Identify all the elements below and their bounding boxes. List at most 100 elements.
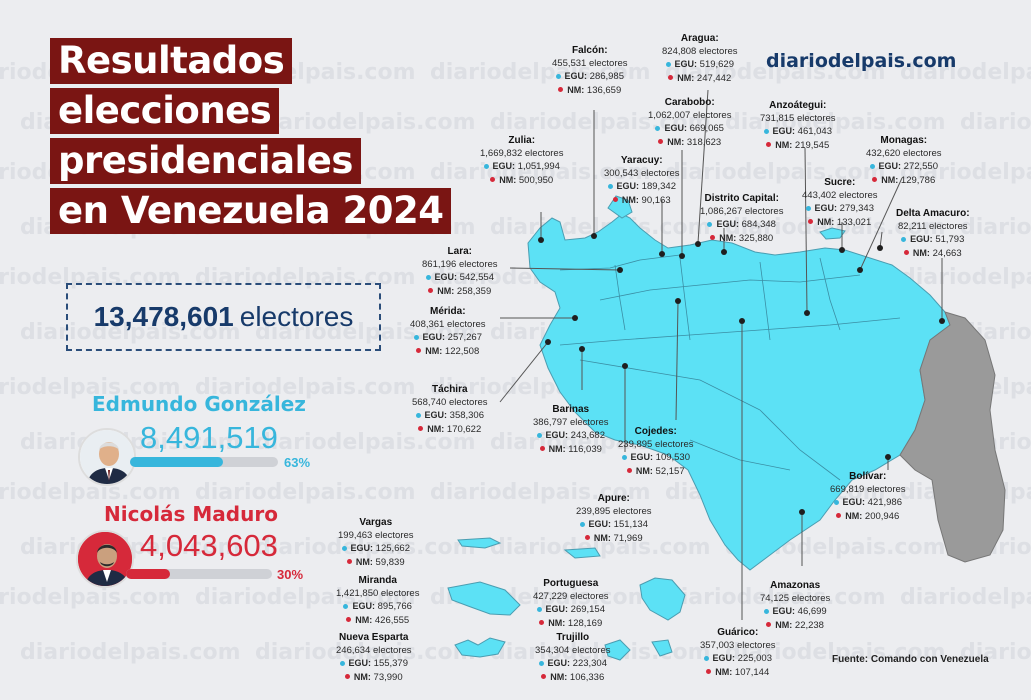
watermark-text: diariodelpais.com — [490, 110, 711, 135]
state-egu-votes: 257,267 — [447, 332, 482, 343]
egu-label: EGU: — [422, 332, 446, 342]
state-egu-row: EGU: 286,985 — [552, 70, 628, 84]
portuguesa-inset — [639, 577, 686, 621]
trujillo-inset — [563, 547, 601, 559]
title-line-2: elecciones — [50, 88, 280, 134]
egu-label: EGU: — [588, 519, 612, 529]
state-nm-row: NM: 106,336 — [535, 671, 611, 685]
state-egu-votes: 223,304 — [572, 658, 607, 669]
state-label: Lara: 861,196 electores EGU: 542,554 NM: 25… — [422, 246, 498, 298]
watermark-text: diariodelpais.com — [665, 585, 886, 610]
state-nm-row: NM: 247,442 — [662, 72, 738, 86]
state-nm-votes: 318,623 — [686, 136, 722, 148]
egu-dot-icon — [341, 545, 347, 551]
state-nm-votes: 116,039 — [568, 443, 602, 455]
watermark-text: diariodelpais.com — [195, 585, 416, 610]
egu-dot-icon — [833, 499, 839, 505]
state-nm-row: NM: 122,508 — [410, 345, 486, 359]
nm-label: NM: — [635, 465, 653, 476]
total-electors-box: 13,478,601 electores — [66, 283, 381, 351]
state-egu-row: EGU: 272,550 — [866, 160, 942, 174]
state-egu-votes: 51,793 — [935, 234, 965, 245]
nm-dot-icon — [903, 250, 909, 256]
state-label: Nueva Esparta 246,634 electores EGU: 155,3… — [336, 632, 412, 684]
state-name: Amazonas — [770, 580, 821, 591]
state-label: Delta Amacuro: 82,211 electores EGU: 51,79… — [896, 208, 970, 260]
state-electors: 427,229 electores — [533, 590, 609, 602]
egu-label: EGU: — [492, 161, 516, 171]
nm-dot-icon — [428, 288, 434, 294]
state-electors: 239,895 electores — [618, 438, 694, 450]
egu-label: EGU: — [674, 59, 698, 69]
nm-dot-icon — [766, 142, 772, 148]
state-name: Barinas — [552, 404, 590, 415]
egu-dot-icon — [483, 163, 489, 169]
state-egu-row: EGU: 358,306 — [412, 409, 488, 423]
state-egu-votes: 279,343 — [839, 203, 874, 214]
guayana-esequiba — [899, 311, 1006, 563]
nm-dot-icon — [626, 468, 632, 474]
state-egu-votes: 684,348 — [741, 219, 776, 230]
amazonas-inset — [604, 639, 631, 661]
brand-logo[interactable]: diariodelpais.com — [766, 50, 957, 72]
watermark-text: diariodelpais.com — [725, 640, 946, 665]
nm-label: NM: — [499, 174, 517, 185]
nm-dot-icon — [490, 177, 496, 183]
state-egu-row: EGU: 279,343 — [802, 202, 878, 216]
state-label: Anzoátegui: 731,815 electores EGU: 461,043… — [760, 100, 836, 152]
nm-label: NM: — [548, 617, 566, 628]
state-egu-row: EGU: 421,986 — [830, 496, 906, 510]
nm-dot-icon — [584, 535, 590, 541]
state-electors: 1,086,267 electores — [700, 205, 784, 217]
state-egu-votes: 243,682 — [570, 430, 605, 441]
state-name: Anzoátegui: — [769, 100, 827, 111]
state-nm-votes: 129,786 — [900, 174, 936, 186]
egu-dot-icon — [339, 660, 345, 666]
state-name: Aragua: — [680, 33, 719, 44]
nm-label: NM: — [817, 216, 835, 227]
state-egu-votes: 151,134 — [613, 519, 648, 530]
state-label: Cojedes: 239,895 electores EGU: 109,530 NM:… — [618, 426, 694, 478]
state-label: Apure: 239,895 electores EGU: 151,134 NM: 7… — [576, 493, 652, 545]
nm-label: NM: — [715, 666, 733, 677]
state-label: Falcón: 455,531 electores EGU: 286,985 NM: … — [552, 45, 628, 97]
state-egu-votes: 155,379 — [373, 658, 408, 669]
state-nm-row: NM: 52,157 — [618, 465, 694, 479]
egu-label: EGU: — [616, 181, 640, 191]
state-electors: 239,895 electores — [576, 505, 652, 517]
state-name: Mérida: — [429, 306, 466, 317]
nm-label: NM: — [845, 510, 863, 521]
state-nm-votes: 59,839 — [375, 556, 405, 568]
egu-label: EGU: — [814, 203, 838, 213]
state-name: Zulia: — [508, 135, 536, 146]
egu-dot-icon — [413, 334, 419, 340]
egu-label: EGU: — [842, 497, 866, 507]
state-label: Bolívar: 669,819 electores EGU: 421,986 NM:… — [830, 471, 906, 523]
egu-dot-icon — [538, 660, 544, 666]
nueva-esparta-inset — [454, 637, 506, 658]
title-line-3: presidenciales — [50, 138, 361, 184]
state-egu-votes: 269,154 — [570, 604, 605, 615]
state-egu-votes: 272,550 — [903, 161, 938, 172]
egu-label: EGU: — [772, 126, 796, 136]
state-name: Táchira — [431, 384, 468, 395]
nm-dot-icon — [539, 620, 545, 626]
egu-label: EGU: — [434, 272, 458, 282]
nm-dot-icon — [766, 622, 772, 628]
state-label: Carabobo: 1,062,007 electores EGU: 669,065… — [648, 97, 731, 149]
egu-dot-icon — [415, 412, 421, 418]
nm-dot-icon — [418, 426, 424, 432]
state-egu-row: EGU: 125,662 — [338, 542, 414, 556]
egu-dot-icon — [343, 603, 349, 609]
state-electors: 1,421,850 electores — [336, 587, 420, 599]
watermark-text: diariodelpais.com — [255, 320, 476, 345]
state-nm-row: NM: 200,946 — [830, 510, 906, 524]
state-electors: 1,062,007 electores — [648, 109, 732, 121]
state-name: Distrito Capital: — [704, 193, 779, 204]
candidate-1-bar-fill — [130, 457, 224, 467]
watermark-text: diariodelpais.com — [255, 110, 476, 135]
nm-label: NM: — [775, 619, 793, 630]
state-electors: 300,543 electores — [604, 167, 680, 179]
egu-dot-icon — [763, 608, 769, 614]
state-egu-row: EGU: 189,342 — [604, 180, 680, 194]
